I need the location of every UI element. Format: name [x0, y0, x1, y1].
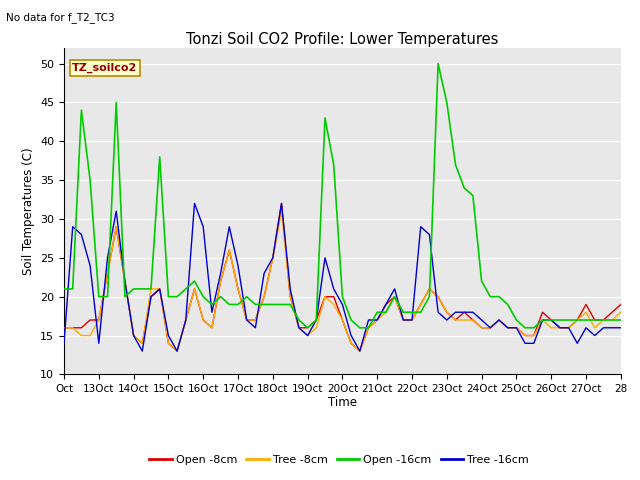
Tree -16cm [243, 317, 250, 323]
Tree -8cm [173, 348, 181, 354]
Tree -8cm [556, 325, 564, 331]
Open -8cm [60, 325, 68, 331]
Tree -16cm [191, 201, 198, 206]
Text: No data for f_T2_TC3: No data for f_T2_TC3 [6, 12, 115, 23]
Open -8cm [312, 317, 320, 323]
Tree -16cm [208, 309, 216, 315]
Line: Open -16cm: Open -16cm [64, 63, 621, 328]
Tree -16cm [556, 325, 564, 331]
Text: TZ_soilco2: TZ_soilco2 [72, 63, 138, 73]
Tree -8cm [60, 325, 68, 331]
Open -16cm [304, 325, 312, 331]
Tree -8cm [278, 208, 285, 214]
Tree -16cm [617, 325, 625, 331]
Tree -8cm [600, 317, 607, 323]
Title: Tonzi Soil CO2 Profile: Lower Temperatures: Tonzi Soil CO2 Profile: Lower Temperatur… [186, 32, 499, 47]
Line: Tree -16cm: Tree -16cm [64, 204, 621, 351]
Open -8cm [600, 317, 607, 323]
Open -8cm [617, 301, 625, 307]
Tree -16cm [312, 317, 320, 323]
Tree -8cm [234, 286, 242, 292]
Line: Open -8cm: Open -8cm [64, 204, 621, 351]
Tree -16cm [600, 325, 607, 331]
Open -8cm [556, 325, 564, 331]
Tree -8cm [365, 325, 372, 331]
Open -16cm [191, 278, 198, 284]
Legend: Open -8cm, Tree -8cm, Open -16cm, Tree -16cm: Open -8cm, Tree -8cm, Open -16cm, Tree -… [145, 451, 533, 469]
Tree -8cm [617, 309, 625, 315]
Tree -16cm [365, 317, 372, 323]
Open -16cm [356, 325, 364, 331]
Open -8cm [365, 325, 372, 331]
Open -16cm [60, 286, 68, 292]
Open -16cm [617, 317, 625, 323]
Open -16cm [600, 317, 607, 323]
Tree -8cm [312, 325, 320, 331]
Line: Tree -8cm: Tree -8cm [64, 211, 621, 351]
Open -8cm [234, 286, 242, 292]
Open -8cm [278, 201, 285, 206]
Open -16cm [556, 317, 564, 323]
Tree -16cm [60, 340, 68, 346]
Open -16cm [435, 60, 442, 66]
X-axis label: Time: Time [328, 396, 357, 408]
Y-axis label: Soil Temperatures (C): Soil Temperatures (C) [22, 147, 35, 275]
Open -8cm [173, 348, 181, 354]
Open -16cm [295, 317, 303, 323]
Open -8cm [200, 317, 207, 323]
Tree -16cm [138, 348, 146, 354]
Open -16cm [225, 301, 233, 307]
Tree -8cm [200, 317, 207, 323]
